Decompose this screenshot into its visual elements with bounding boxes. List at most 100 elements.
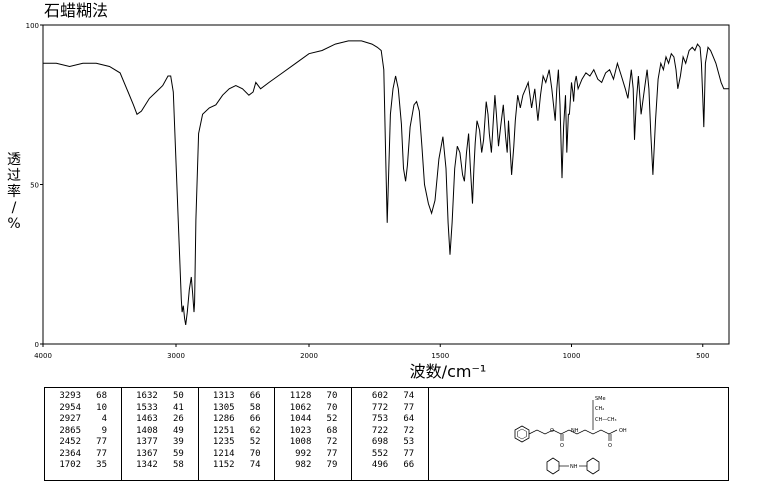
x-tick-label: 3000 xyxy=(167,352,185,360)
peak-row: 1367 59 xyxy=(128,449,198,461)
peak-transmittance: 62 xyxy=(249,425,261,436)
peak-row: 753 64 xyxy=(358,414,428,426)
peak-wavenumber: 992 xyxy=(295,448,312,459)
x-tick-label: 1000 xyxy=(563,352,581,360)
peak-column: 602 74 772 77 753 64 722 72 698 53 552 77 496 66 xyxy=(352,388,428,480)
y-tick-label: 0 xyxy=(35,341,39,349)
peak-wavenumber: 1286 xyxy=(212,414,235,424)
peak-row: 2865 9 xyxy=(51,426,121,438)
x-axis-label: 波数/cm⁻¹ xyxy=(410,362,487,381)
peak-wavenumber: 1044 xyxy=(289,414,312,424)
peak-transmittance: 66 xyxy=(249,414,261,424)
y-axis-label: 透过率 /% xyxy=(7,152,21,232)
x-tick-label: 2000 xyxy=(300,352,318,360)
peak-wavenumber: 2364 xyxy=(59,448,81,459)
peak-transmittance: 66 xyxy=(403,460,415,470)
peak-transmittance: 77 xyxy=(96,448,107,459)
peak-row: 1214 70 xyxy=(205,449,275,461)
peak-transmittance: 50 xyxy=(172,391,184,401)
peak-wavenumber: 1008 xyxy=(289,437,312,447)
peak-transmittance: 58 xyxy=(172,460,184,470)
x-tick-label: 1500 xyxy=(431,352,449,360)
peak-transmittance: 66 xyxy=(249,391,261,401)
peak-wavenumber: 1023 xyxy=(289,425,312,436)
peak-row: 2927 4 xyxy=(51,414,121,426)
peak-wavenumber: 1128 xyxy=(289,391,312,401)
peak-row: 1044 52 xyxy=(281,414,351,426)
peak-transmittance: 4 xyxy=(101,414,107,424)
peak-transmittance: 72 xyxy=(403,425,415,436)
spectrum-line xyxy=(43,40,729,325)
peak-wavenumber: 1463 xyxy=(136,414,158,424)
peak-wavenumber: 698 xyxy=(371,437,389,447)
peak-transmittance: 77 xyxy=(403,448,415,459)
peak-row: 982 79 xyxy=(281,460,351,472)
peak-wavenumber: 496 xyxy=(371,460,389,470)
carbonyl-o-1: O xyxy=(560,443,564,449)
peak-transmittance: 53 xyxy=(403,437,415,447)
x-axis-ticks: 4000 3000 2000 1500 1000 500 xyxy=(34,344,709,360)
page-title: 石蜡糊法 xyxy=(44,1,109,20)
peak-wavenumber: 1214 xyxy=(212,448,235,459)
peak-transmittance: 59 xyxy=(172,448,184,459)
peak-wavenumber: 2954 xyxy=(59,402,81,413)
peak-transmittance: 70 xyxy=(326,402,338,413)
peak-row: 1128 70 xyxy=(281,391,351,403)
peak-row: 1342 58 xyxy=(128,460,198,472)
peak-column: 1313 66 1305 58 1286 66 1251 62 1235 52 1214 70 1152… xyxy=(199,388,276,480)
peak-row: 1062 70 xyxy=(281,403,351,415)
peak-transmittance: 39 xyxy=(172,437,184,447)
x-tick-label: 4000 xyxy=(34,352,52,360)
peak-transmittance: 74 xyxy=(403,391,415,401)
peak-transmittance: 70 xyxy=(326,391,338,401)
peak-wavenumber: 2927 xyxy=(59,414,81,424)
peak-row: 1463 26 xyxy=(128,414,198,426)
carbonyl-o-2: O xyxy=(608,443,612,449)
peak-transmittance: 35 xyxy=(96,460,107,470)
peak-row: 1235 52 xyxy=(205,437,275,449)
y-axis-ticks: 100 50 0 xyxy=(26,22,43,349)
peak-transmittance: 52 xyxy=(326,414,338,424)
peak-wavenumber: 1251 xyxy=(212,425,235,436)
benzene-ring xyxy=(514,425,530,443)
peak-column: 1632 50 1533 41 1463 26 1408 49 1377 39 1367 59 1342… xyxy=(122,388,199,480)
peak-transmittance: 58 xyxy=(249,402,261,413)
peak-transmittance: 77 xyxy=(403,402,415,413)
peak-row: 1533 41 xyxy=(128,403,198,415)
peak-transmittance: 68 xyxy=(96,391,107,401)
peak-row: 722 72 xyxy=(358,426,428,438)
peak-wavenumber: 552 xyxy=(371,448,389,459)
peak-wavenumber: 1313 xyxy=(212,391,235,401)
peak-row: 1008 72 xyxy=(281,437,351,449)
peak-wavenumber: 1367 xyxy=(136,448,158,459)
cyclohexyl-right xyxy=(586,457,600,475)
peak-wavenumber: 1152 xyxy=(212,460,235,470)
peak-transmittance: 9 xyxy=(101,425,107,436)
peak-row: 552 77 xyxy=(358,449,428,461)
peak-wavenumber: 772 xyxy=(371,402,389,413)
peak-transmittance: 68 xyxy=(326,425,338,436)
peak-wavenumber: 1632 xyxy=(136,391,158,401)
peak-column: 1128 70 1062 70 1044 52 1023 68 1008 72 992 77 982 79 xyxy=(275,388,353,480)
peak-row: 1632 50 xyxy=(128,391,198,403)
peak-row: 1408 49 xyxy=(128,426,198,438)
ch-ch3-label: CH—CH₃ xyxy=(595,417,617,423)
peak-wavenumber: 1408 xyxy=(136,425,158,436)
nh-label: NH xyxy=(571,428,579,434)
peak-row: 2954 10 xyxy=(51,403,121,415)
peak-wavenumber: 602 xyxy=(371,391,389,401)
peak-row: 1313 66 xyxy=(205,391,275,403)
oh-label: OH xyxy=(619,428,627,434)
y-tick-label: 50 xyxy=(30,182,39,190)
peak-row: 1152 74 xyxy=(205,460,275,472)
peak-wavenumber: 1062 xyxy=(289,402,312,413)
peak-wavenumber: 2452 xyxy=(59,437,81,447)
sme-label: SMe xyxy=(595,396,606,402)
peak-transmittance: 49 xyxy=(172,425,184,436)
peak-transmittance: 10 xyxy=(96,402,107,413)
peak-transmittance: 72 xyxy=(326,437,338,447)
peak-wavenumber: 1377 xyxy=(136,437,158,447)
peak-transmittance: 26 xyxy=(172,414,184,424)
peak-wavenumber: 1305 xyxy=(212,402,235,413)
peak-transmittance: 64 xyxy=(403,414,415,424)
